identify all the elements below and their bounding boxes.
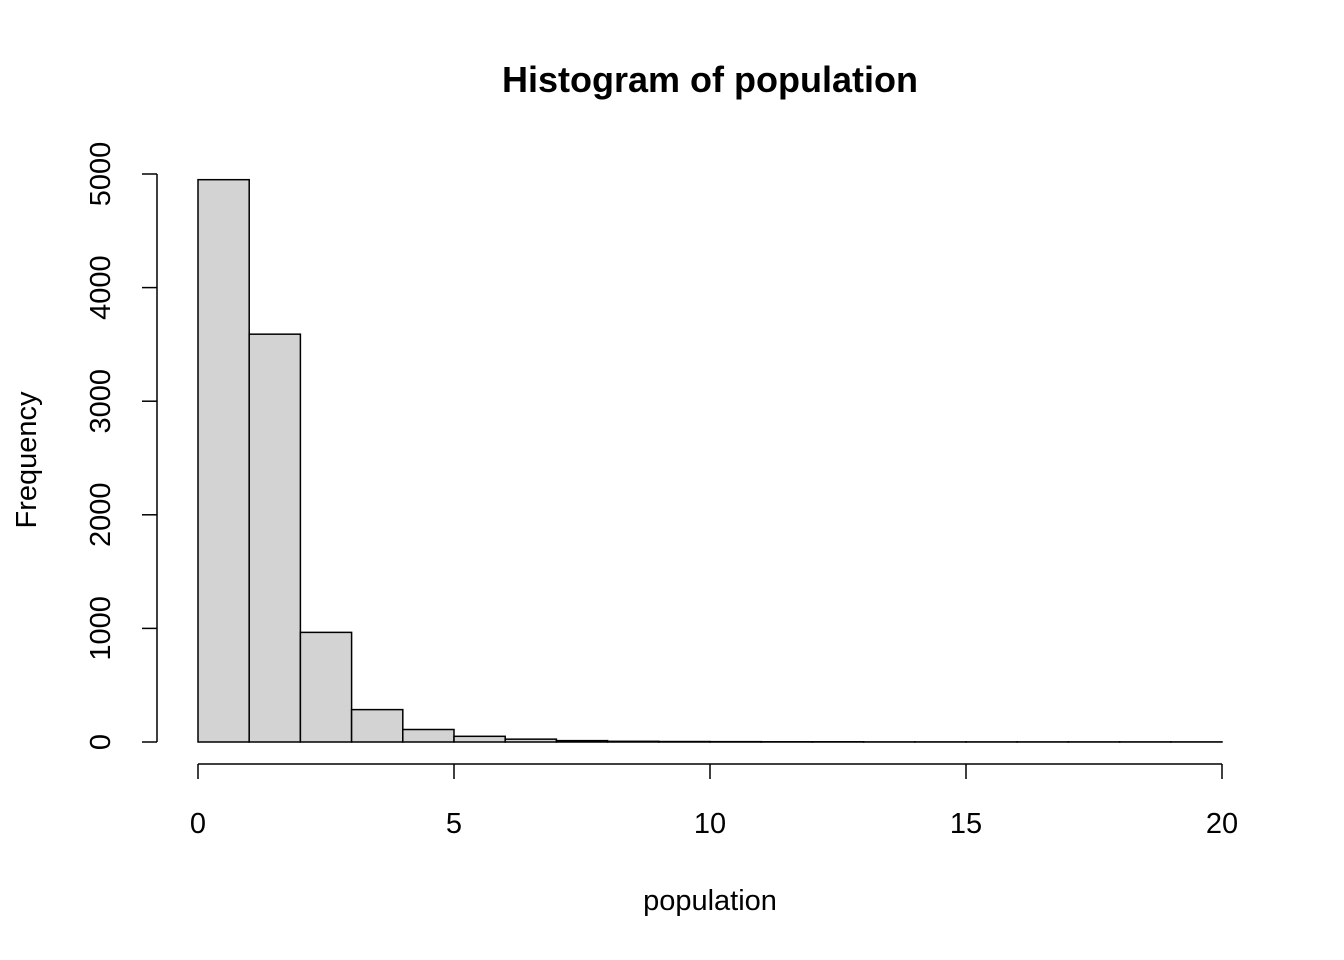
chart-title: Histogram of population xyxy=(502,59,918,100)
y-axis: 0 1000 2000 3000 4000 5000 xyxy=(85,142,158,750)
bars-group xyxy=(197,178,1223,743)
histogram-bar xyxy=(555,739,609,743)
y-tick-label: 4000 xyxy=(85,255,117,320)
histogram-bar xyxy=(453,735,506,743)
x-tick-label: 15 xyxy=(950,808,982,840)
y-tick-label: 1000 xyxy=(85,596,117,661)
histogram-bar xyxy=(402,728,455,743)
x-axis: 0 5 10 15 20 xyxy=(190,763,1238,840)
x-tick-label: 0 xyxy=(190,808,206,840)
y-tick-label: 2000 xyxy=(85,483,117,548)
histogram-bar xyxy=(350,708,404,743)
x-tick-label: 10 xyxy=(694,808,726,840)
histogram-bar xyxy=(248,333,302,743)
histogram-bar xyxy=(197,178,250,743)
y-axis-label: Frequency xyxy=(11,391,43,529)
x-axis-label: population xyxy=(643,885,777,917)
y-tick-label: 3000 xyxy=(85,369,117,434)
x-tick-label: 20 xyxy=(1206,808,1238,840)
histogram-bar xyxy=(606,740,660,743)
histogram-bar xyxy=(299,631,353,743)
y-tick-label: 0 xyxy=(85,734,117,750)
histogram-bar xyxy=(504,738,558,743)
y-tick-label: 5000 xyxy=(85,142,117,207)
x-tick-label: 5 xyxy=(446,808,462,840)
